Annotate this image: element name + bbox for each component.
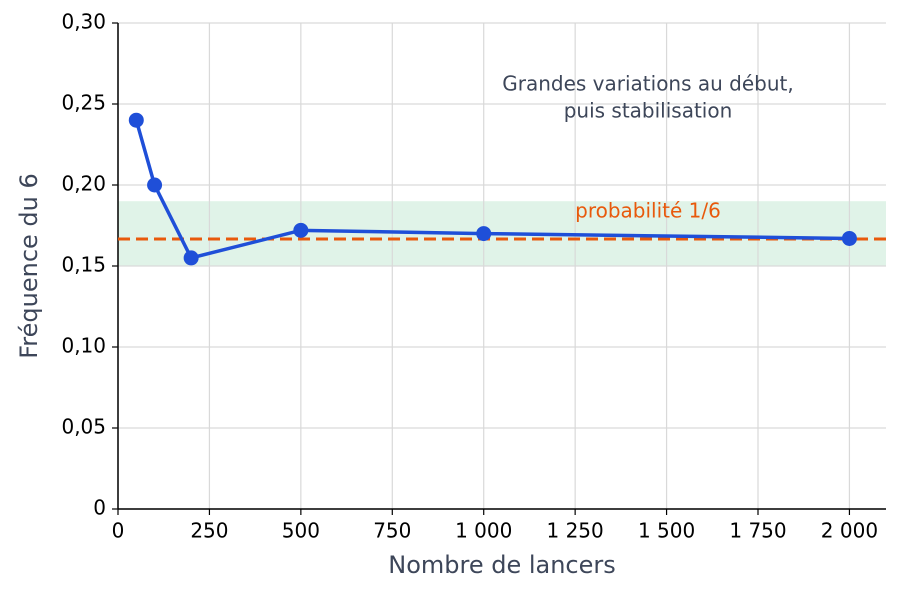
annotation: puis stabilisation <box>564 99 733 123</box>
x-tick-label: 1 750 <box>729 519 786 543</box>
x-tick-label: 1 500 <box>638 519 695 543</box>
y-tick-label: 0,20 <box>61 172 106 196</box>
point <box>128 112 144 128</box>
y-tick-label: 0,05 <box>61 415 106 439</box>
y-tick-label: 0,25 <box>61 91 106 115</box>
x-tick-label: 2 000 <box>821 519 878 543</box>
point <box>147 177 163 193</box>
x-tick-label: 250 <box>190 519 228 543</box>
x-axis-label: Nombre de lancers <box>388 551 616 579</box>
x-tick-label: 0 <box>112 519 125 543</box>
point <box>476 226 492 242</box>
y-tick-label: 0,10 <box>61 334 106 358</box>
point <box>183 250 199 266</box>
y-tick-label: 0 <box>93 496 106 520</box>
reference-label: probabilité 1/6 <box>575 199 721 223</box>
y-tick-label: 0,15 <box>61 253 106 277</box>
series-line <box>134 119 850 260</box>
x-tick-label: 1 000 <box>455 519 512 543</box>
y-axis-label: Fréquence du 6 <box>15 173 43 359</box>
x-tick-label: 500 <box>282 519 320 543</box>
x-tick-label: 750 <box>373 519 411 543</box>
x-tick-label: 1 250 <box>547 519 604 543</box>
annotation: Grandes variations au début, <box>502 72 794 96</box>
point <box>293 222 309 238</box>
point <box>841 230 857 246</box>
y-tick-label: 0,30 <box>61 10 106 34</box>
